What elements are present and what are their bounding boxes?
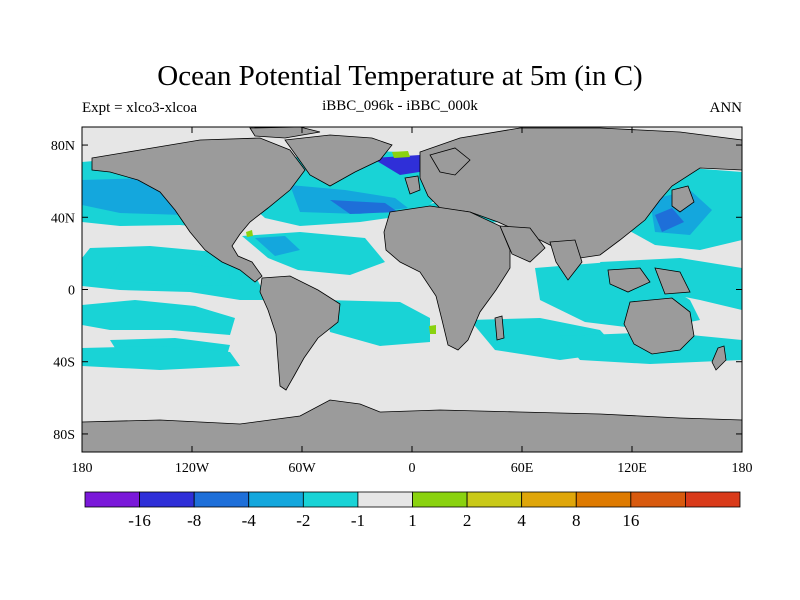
colorbar-swatch (139, 491, 195, 508)
land-mass (91, 137, 306, 283)
comparison-label: iBBC_096k - iBBC_000k (322, 98, 478, 114)
anomaly-region (325, 300, 430, 346)
y-tick-label: 40S (53, 356, 75, 371)
colorbar-swatch (84, 491, 140, 508)
anomaly-region (110, 262, 232, 286)
anomaly-region (246, 230, 253, 237)
colorbar-label: 16 (622, 511, 639, 530)
land-mass (623, 297, 695, 355)
colorbar-swatch (466, 491, 523, 508)
colorbar-swatch (521, 491, 577, 508)
x-tick-label: 60W (288, 461, 316, 476)
anomaly-region (330, 200, 398, 214)
colorbar: -16 -8 -4 -2 -1 1 2 4 8 16 (84, 491, 741, 530)
colorbar-label: 2 (463, 511, 472, 530)
colorbar-swatch (248, 491, 304, 508)
colorbar-label: 4 (517, 511, 526, 530)
colorbar-label: 8 (572, 511, 581, 530)
colorbar-label: -1 (351, 511, 365, 530)
colorbar-label: 1 (408, 511, 417, 530)
land-mass (494, 315, 505, 341)
land-mass (671, 185, 695, 213)
land-mass (654, 267, 691, 295)
anomaly-region (429, 325, 436, 334)
anomaly-region (392, 151, 410, 158)
colorbar-label: -2 (296, 511, 310, 530)
anomaly-region (82, 300, 235, 335)
x-tick-label: 120W (175, 461, 210, 476)
land-mass (549, 239, 583, 281)
colorbar-swatch (412, 491, 468, 508)
chart-title: Ocean Potential Temperature at 5m (in C) (157, 60, 643, 92)
colorbar-swatch (193, 491, 250, 508)
x-tick-label: 120E (617, 461, 647, 476)
experiment-label: Expt = xlco3-xlcoa (82, 100, 198, 116)
anomaly-region (82, 346, 240, 370)
anomaly-region (655, 208, 684, 232)
colorbar-label: -4 (242, 511, 257, 530)
land-mass (499, 225, 546, 263)
land-mass (711, 345, 727, 371)
x-tick-label: 180 (732, 461, 753, 476)
map-layer (81, 126, 743, 453)
colorbar-label: -16 (128, 511, 151, 530)
colorbar-swatch (685, 491, 741, 508)
colorbar-label: -8 (187, 511, 201, 530)
land-mass (404, 175, 421, 195)
y-tick-label: 80S (53, 428, 75, 443)
x-tick-label: 60E (511, 461, 534, 476)
anomaly-region (255, 236, 300, 256)
colorbar-swatch (302, 491, 359, 508)
season-label: ANN (709, 100, 743, 116)
land-mass (429, 147, 471, 176)
y-tick-label: 0 (68, 284, 75, 299)
land-mass (284, 134, 393, 187)
land-mass (383, 205, 511, 351)
colorbar-swatch (357, 491, 413, 508)
colorbar-swatch (630, 491, 686, 508)
anomaly-region (372, 155, 432, 175)
land-mass (607, 267, 651, 293)
land-mass (259, 275, 341, 391)
x-tick-label: 180 (72, 461, 93, 476)
axes-layer: 180 120W 60W 0 60E 120E 180 80N 40N 0 40S 80S (51, 126, 753, 476)
x-tick-label: 0 (409, 461, 416, 476)
y-tick-label: 40N (51, 211, 75, 226)
colorbar-swatch (575, 491, 632, 508)
y-tick-label: 80N (51, 139, 75, 154)
